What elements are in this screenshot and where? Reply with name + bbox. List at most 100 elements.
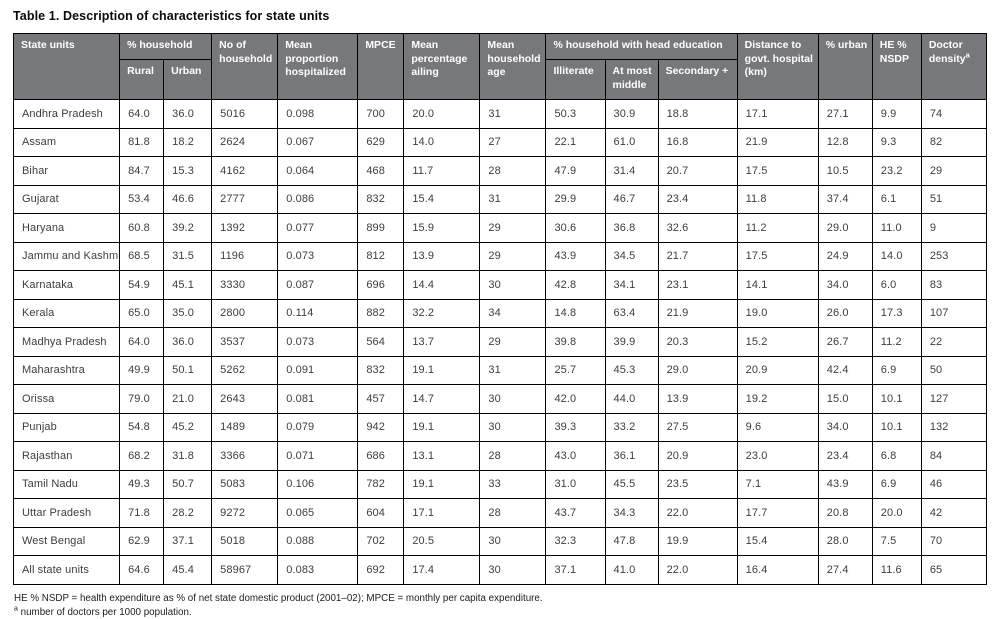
value-cell: 17.7	[736, 498, 819, 528]
table-row: West Bengal 62.9 37.1 5018 0.088 702 20.5 30 32.…	[12, 526, 988, 556]
value-cell: 15.2	[736, 327, 819, 357]
value-cell: 253	[920, 241, 988, 271]
value-cell: 30	[479, 555, 547, 585]
table-header: State units % household No of household …	[12, 33, 988, 100]
value-cell: 39.9	[604, 327, 659, 357]
value-cell: 132	[920, 412, 988, 442]
value-cell: 31.0	[545, 469, 606, 499]
value-cell: 50	[920, 355, 988, 385]
value-cell: 17.5	[736, 241, 819, 271]
state-name-cell: Andhra Pradesh	[12, 99, 121, 129]
value-cell: 2643	[211, 384, 279, 414]
value-cell: 13.9	[403, 241, 481, 271]
value-cell: 0.083	[277, 555, 359, 585]
value-cell: 34.3	[604, 498, 659, 528]
value-cell: 20.0	[403, 99, 481, 129]
state-name-cell: Punjab	[12, 412, 121, 442]
value-cell: 37.4	[817, 184, 873, 214]
state-name-cell: Maharashtra	[12, 355, 121, 385]
value-cell: 34.5	[604, 241, 659, 271]
value-cell: 60.8	[119, 213, 165, 243]
value-cell: 6.1	[871, 184, 922, 214]
table-row: Maharashtra 49.9 50.1 5262 0.091 832 19.1 31 25.…	[12, 355, 988, 385]
doctor-density-footnote-marker: a	[965, 50, 970, 60]
value-cell: 20.3	[657, 327, 738, 357]
value-cell: 70	[920, 526, 988, 556]
value-cell: 32.2	[403, 298, 481, 328]
value-cell: 17.1	[736, 99, 819, 129]
value-cell: 2624	[211, 127, 279, 157]
value-cell: 812	[357, 241, 405, 271]
value-cell: 7.1	[736, 469, 819, 499]
value-cell: 692	[357, 555, 405, 585]
value-cell: 30.9	[604, 99, 659, 129]
value-cell: 4162	[211, 156, 279, 186]
value-cell: 0.065	[277, 498, 359, 528]
value-cell: 6.9	[871, 469, 922, 499]
value-cell: 22.0	[657, 555, 738, 585]
table-title: Table 1. Description of characteristics …	[13, 9, 330, 23]
value-cell: 18.8	[657, 99, 738, 129]
value-cell: 33.2	[604, 412, 659, 442]
table-row: Punjab 54.8 45.2 1489 0.079 942 19.1 30 39.3 33.2…	[12, 412, 988, 442]
value-cell: 19.1	[403, 469, 481, 499]
value-cell: 629	[357, 127, 405, 157]
value-cell: 5262	[211, 355, 279, 385]
col-header-distance-hospital: Distance to govt. hospital (km)	[736, 33, 819, 100]
value-cell: 45.3	[604, 355, 659, 385]
value-cell: 32.3	[545, 526, 606, 556]
footnotes: HE % NSDP = health expenditure as % of n…	[14, 592, 987, 619]
table-body: Andhra Pradesh 64.0 36.0 5016 0.098 700 20.0 31…	[12, 99, 988, 585]
value-cell: 26.7	[817, 327, 873, 357]
value-cell: 68.2	[119, 441, 165, 471]
value-cell: 457	[357, 384, 405, 414]
value-cell: 22	[920, 327, 988, 357]
value-cell: 46	[920, 469, 988, 499]
state-name-cell: Orissa	[12, 384, 121, 414]
value-cell: 24.9	[817, 241, 873, 271]
table-row: Rajasthan 68.2 31.8 3366 0.071 686 13.1 28 43.0 3…	[12, 441, 988, 471]
value-cell: 0.077	[277, 213, 359, 243]
value-cell: 700	[357, 99, 405, 129]
value-cell: 47.8	[604, 526, 659, 556]
value-cell: 11.7	[403, 156, 481, 186]
value-cell: 15.4	[403, 184, 481, 214]
value-cell: 44.0	[604, 384, 659, 414]
value-cell: 36.0	[163, 327, 213, 357]
value-cell: 6.9	[871, 355, 922, 385]
value-cell: 27.5	[657, 412, 738, 442]
value-cell: 3537	[211, 327, 279, 357]
col-header-no-of-household: No of household	[211, 33, 279, 100]
value-cell: 9.3	[871, 127, 922, 157]
value-cell: 45.4	[163, 555, 213, 585]
value-cell: 29.0	[817, 213, 873, 243]
value-cell: 46.6	[163, 184, 213, 214]
col-header-urban: Urban	[163, 59, 213, 100]
value-cell: 21.0	[163, 384, 213, 414]
value-cell: 22.1	[545, 127, 606, 157]
value-cell: 9.9	[871, 99, 922, 129]
value-cell: 54.9	[119, 270, 165, 300]
table-row: Jammu and Kashmir 68.5 31.5 1196 0.073 812 13.…	[12, 241, 988, 271]
col-header-doctor-density: Doctor densitya	[920, 33, 988, 100]
value-cell: 35.0	[163, 298, 213, 328]
value-cell: 29.0	[657, 355, 738, 385]
value-cell: 0.073	[277, 327, 359, 357]
value-cell: 19.9	[657, 526, 738, 556]
value-cell: 71.8	[119, 498, 165, 528]
value-cell: 27.1	[817, 99, 873, 129]
value-cell: 20.8	[817, 498, 873, 528]
value-cell: 64.0	[119, 327, 165, 357]
value-cell: 20.9	[657, 441, 738, 471]
value-cell: 29	[479, 241, 547, 271]
footnote-abbreviations: HE % NSDP = health expenditure as % of n…	[14, 592, 543, 604]
value-cell: 74	[920, 99, 988, 129]
value-cell: 27	[479, 127, 547, 157]
value-cell: 1196	[211, 241, 279, 271]
value-cell: 45.5	[604, 469, 659, 499]
state-name-cell: Gujarat	[12, 184, 121, 214]
value-cell: 54.8	[119, 412, 165, 442]
value-cell: 43.9	[545, 241, 606, 271]
value-cell: 61.0	[604, 127, 659, 157]
value-cell: 11.2	[736, 213, 819, 243]
